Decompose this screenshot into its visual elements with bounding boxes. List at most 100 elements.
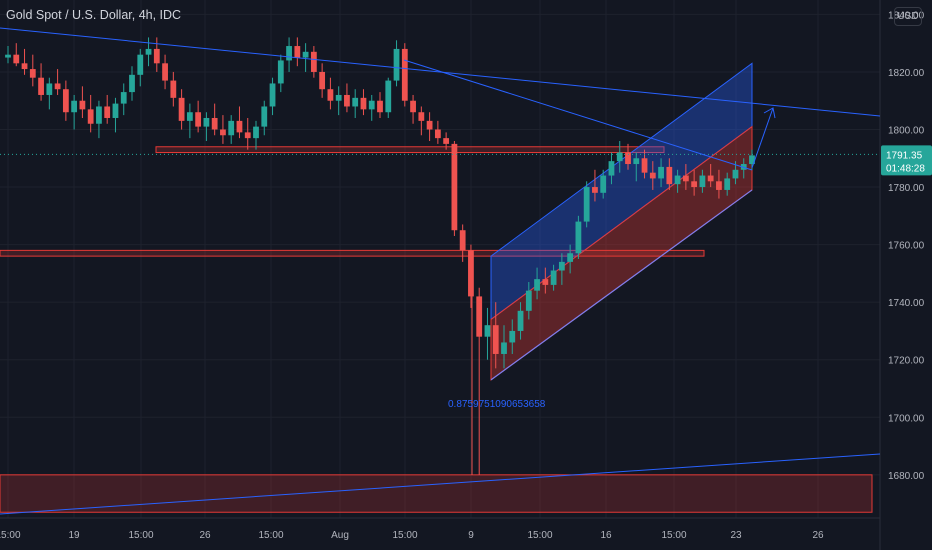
time-tick-label: 9 xyxy=(468,530,474,541)
candle-body xyxy=(21,63,28,70)
time-tick-label: 15:00 xyxy=(128,530,153,541)
candle-body xyxy=(525,290,532,311)
candle-body xyxy=(550,270,557,285)
candle-body xyxy=(616,152,623,162)
candle-body xyxy=(13,54,20,64)
candle-body xyxy=(600,175,607,193)
candle-body xyxy=(608,161,615,176)
candle-body xyxy=(62,89,69,113)
time-tick-label: 15:00 xyxy=(661,530,686,541)
candle-body xyxy=(476,296,483,337)
candle-body xyxy=(236,120,243,133)
candle-body xyxy=(310,51,317,72)
price-tick-label: 1840.00 xyxy=(888,10,925,21)
candle-body xyxy=(145,48,152,55)
candle-body xyxy=(162,63,168,81)
candle-body xyxy=(352,97,359,107)
candle-body xyxy=(674,175,681,185)
drawn-trendlines[interactable] xyxy=(0,27,881,515)
zone-box xyxy=(155,146,665,154)
candle-body xyxy=(716,181,722,190)
candle-body xyxy=(178,97,185,121)
candle-body xyxy=(377,100,383,113)
candle-body xyxy=(360,97,367,110)
candle-body xyxy=(468,250,474,297)
candle-body xyxy=(401,48,408,101)
time-tick-label: Aug xyxy=(331,530,349,541)
symbol-title: Gold Spot / U.S. Dollar, 4h, IDC xyxy=(6,8,182,22)
candle-body xyxy=(335,94,342,101)
candle-body xyxy=(38,77,44,95)
candle-body xyxy=(575,221,582,254)
regression-channel[interactable] xyxy=(490,62,753,381)
candle-body xyxy=(459,230,466,251)
candle-body xyxy=(699,175,706,188)
candle-body xyxy=(484,325,491,337)
time-tick-label: 23 xyxy=(730,530,742,541)
last-price-tag xyxy=(881,145,932,176)
candle-body xyxy=(319,71,326,90)
candle-body xyxy=(393,48,400,81)
candle-body xyxy=(707,175,714,182)
time-tick-label: 15:00 xyxy=(0,530,21,541)
candle-body xyxy=(294,46,301,58)
time-tick-label: 15:00 xyxy=(392,530,417,541)
time-tick-label: 26 xyxy=(812,530,824,541)
candle-body xyxy=(592,187,598,193)
candle-body xyxy=(120,92,127,104)
bar-countdown: 01:48:28 xyxy=(886,163,925,174)
candle-body xyxy=(228,120,235,136)
candle-body xyxy=(153,48,160,64)
axis-bg xyxy=(881,0,932,550)
candle-body xyxy=(691,181,698,188)
candle-body xyxy=(583,187,590,222)
price-tick-label: 1760.00 xyxy=(888,241,925,252)
candle-body xyxy=(509,330,516,343)
last-price-value: 1791.35 xyxy=(886,150,923,161)
candle-body xyxy=(5,54,11,58)
candle-body xyxy=(203,117,210,127)
time-tick-label: 15:00 xyxy=(527,530,552,541)
candle-body xyxy=(261,106,268,127)
candle-body xyxy=(542,279,549,285)
currency-button[interactable]: USD xyxy=(894,7,922,26)
candle-body xyxy=(501,342,507,354)
candle-body xyxy=(641,158,648,173)
candle-body xyxy=(517,310,524,331)
candle-body xyxy=(451,143,458,231)
candle-body xyxy=(253,126,259,139)
candle-body xyxy=(87,109,94,124)
price-tick-label: 1820.00 xyxy=(888,68,925,79)
candle-body xyxy=(327,89,334,101)
candle-body xyxy=(418,112,425,121)
fib-ratio-label: 0.8759751090653658 xyxy=(448,399,546,410)
candle-body xyxy=(666,166,673,185)
candlestick-series xyxy=(5,37,755,475)
price-tick-label: 1740.00 xyxy=(888,298,925,309)
candle-body xyxy=(682,175,689,182)
candle-body xyxy=(410,100,416,113)
price-tick-label: 1780.00 xyxy=(888,183,925,194)
candle-body xyxy=(186,112,193,121)
candle-body xyxy=(749,155,755,165)
support-resistance-zones[interactable] xyxy=(0,146,873,513)
candle-body xyxy=(104,106,111,118)
candle-body xyxy=(277,60,284,84)
candle-body xyxy=(79,100,86,110)
descending-trendline xyxy=(0,27,881,117)
time-tick-label: 26 xyxy=(199,530,211,541)
candle-body xyxy=(558,261,565,271)
candle-body xyxy=(633,158,640,165)
candle-body xyxy=(286,46,292,61)
candle-body xyxy=(29,69,36,78)
target-arrow-shaft xyxy=(751,107,774,169)
trendline-to-channel xyxy=(403,59,753,171)
candle-body xyxy=(71,100,78,113)
channel-bottom-line xyxy=(490,189,753,381)
candle-body xyxy=(534,279,540,291)
time-tick-label: 16 xyxy=(600,530,612,541)
price-tick-label: 1680.00 xyxy=(888,471,925,482)
price-tick-label: 1720.00 xyxy=(888,356,925,367)
